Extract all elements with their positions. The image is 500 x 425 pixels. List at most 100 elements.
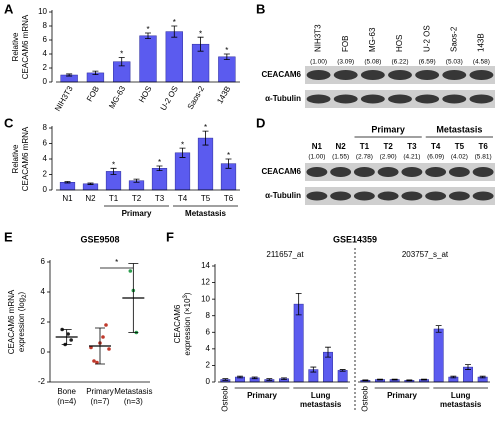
x-tick-label: T6 <box>224 194 234 203</box>
lane-label: N2 <box>336 142 347 151</box>
y-tick-label: 4 <box>206 344 211 353</box>
chart-title: GSE9508 <box>80 234 119 244</box>
error-bar <box>435 325 442 333</box>
lane-label: HOS <box>395 35 404 52</box>
lane-label: T4 <box>431 142 441 151</box>
y-axis-label-part: expression (×10 <box>183 298 192 356</box>
data-point <box>66 332 70 336</box>
row-label: α-Tubulin <box>265 94 301 103</box>
y-tick-label: 12 <box>201 278 210 287</box>
blot-band <box>448 167 470 177</box>
x-tick-label: U-2 OS <box>159 85 180 113</box>
panel-letter: D <box>256 115 265 130</box>
significance-mark: * <box>173 18 176 27</box>
blot-band <box>388 94 412 104</box>
blot-band <box>330 191 352 201</box>
y-axis-label-part: 2 <box>22 294 28 298</box>
error-bar <box>377 378 383 381</box>
error-bar <box>406 379 413 382</box>
y-axis-label-part: expression (log <box>17 298 26 352</box>
y-tick-label: 2 <box>43 170 48 179</box>
blot-band <box>442 70 467 80</box>
blot-band <box>377 167 399 177</box>
x-tick-label: N1 <box>62 194 73 203</box>
error-bar <box>421 378 427 381</box>
row-label: CEACAM6 <box>261 70 301 79</box>
blot-band <box>360 70 385 80</box>
ratio-label: (1.55) <box>332 154 349 161</box>
lane-label: T1 <box>360 142 370 151</box>
error-bar <box>310 366 317 373</box>
group-label: metastasis <box>440 400 482 409</box>
error-bar <box>222 378 229 381</box>
ratio-label: (5.81) <box>475 154 492 161</box>
blot-band <box>469 70 494 80</box>
lane-label: N1 <box>312 142 323 151</box>
y-tick-label: 8 <box>206 311 211 320</box>
blot-band <box>306 70 331 80</box>
y-tick-label: 6 <box>43 35 48 44</box>
lane-label: U-2 OS <box>422 25 431 52</box>
blot-band <box>388 70 412 80</box>
blot-band <box>415 70 440 80</box>
significance-mark: * <box>120 50 123 59</box>
error-bar <box>465 364 471 370</box>
row-label: α-Tubulin <box>265 191 301 200</box>
error-bar <box>225 158 232 169</box>
y-tick-label: 0 <box>206 377 211 386</box>
probe-name: 211657_at <box>266 250 304 259</box>
error-bar <box>156 165 163 172</box>
y-tick-label: 8 <box>43 21 48 30</box>
significance-mark: * <box>181 140 184 149</box>
y-tick-label: 4 <box>41 287 46 296</box>
ratio-label: (1.00) <box>310 59 327 66</box>
error-bar <box>295 292 302 316</box>
ratio-label: (4.21) <box>403 154 420 161</box>
blot-band <box>448 191 470 201</box>
ratio-label: (4.02) <box>451 154 468 161</box>
error-bar <box>223 53 230 60</box>
probe-name: 203757_s_at <box>402 250 449 259</box>
y-axis-label: CEACAM6 mRNA <box>21 126 30 191</box>
bar <box>218 56 236 83</box>
data-point <box>92 359 96 363</box>
y-axis-label: Relative <box>11 32 20 61</box>
significance-mark: * <box>199 29 202 38</box>
significance-mark: * <box>227 151 230 160</box>
data-point <box>101 335 105 339</box>
y-axis-label-part: ) <box>183 292 192 295</box>
x-tick-label: HOS <box>137 85 153 105</box>
chart-title: GSE14359 <box>333 234 377 244</box>
group-label: Primary <box>247 391 277 400</box>
y-axis-label-part: 3 <box>183 294 189 298</box>
group-label: Primary <box>122 209 152 218</box>
blot-band <box>401 167 423 177</box>
error-bar <box>133 178 140 183</box>
blot-band <box>306 94 331 104</box>
significance-mark: * <box>112 160 115 169</box>
x-tick-label: NIH3T3 <box>53 84 75 113</box>
x-tick-count: (n=7) <box>91 397 110 406</box>
error-bar <box>66 73 73 77</box>
lane-label: Saos-2 <box>449 26 458 52</box>
ratio-label: (5.08) <box>364 59 381 66</box>
data-point <box>107 347 111 351</box>
ratio-label: (4.58) <box>473 59 490 66</box>
sd-bar <box>61 329 72 345</box>
panel-letter: A <box>4 1 14 16</box>
error-bar <box>281 377 287 380</box>
x-tick-label: T1 <box>109 194 119 203</box>
group-label: Osteob <box>220 385 229 411</box>
significance-mark: * <box>115 258 118 267</box>
sd-bar <box>128 263 139 333</box>
group-label: Metastasis <box>185 209 226 218</box>
group-label: Metastasis <box>436 124 482 134</box>
blot-background <box>305 163 495 181</box>
blot-band <box>425 191 447 201</box>
bar <box>337 370 348 383</box>
error-bar <box>391 378 398 381</box>
error-bar <box>450 375 457 379</box>
lane-label: T3 <box>407 142 417 151</box>
bar <box>165 31 183 83</box>
